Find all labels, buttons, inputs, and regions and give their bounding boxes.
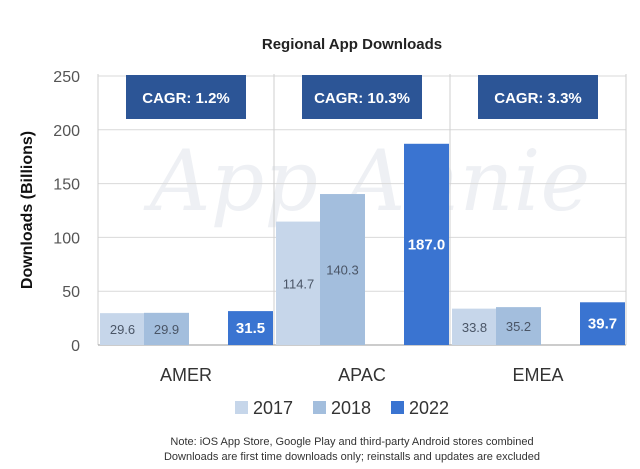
bar-emea-2018	[496, 307, 541, 345]
y-tick-label: 250	[53, 69, 80, 86]
bar-amer-2018	[144, 312, 189, 345]
bar-apac-2022	[404, 143, 449, 345]
data-label-emea-2022: 39.7	[588, 316, 617, 333]
legend-label-2022: 2022	[409, 398, 449, 418]
y-tick-label: 50	[62, 284, 80, 301]
data-label-apac-2018: 140.3	[326, 263, 359, 278]
data-label-apac-2022: 187.0	[408, 236, 446, 253]
legend: 2017 2018 2022	[235, 398, 449, 418]
data-label-emea-2017: 33.8	[462, 320, 487, 335]
watermark: App Annie	[143, 132, 590, 230]
legend-swatch-2017	[235, 401, 248, 414]
cagr-label: CAGR: 1.2%	[142, 90, 230, 107]
note-line-2: Downloads are first time downloads only;…	[164, 451, 540, 463]
cagr-label: CAGR: 3.3%	[494, 90, 582, 107]
cagr-layer: CAGR: 1.2% CAGR: 10.3% CAGR: 3.3%	[126, 75, 598, 119]
y-tick-label: 200	[53, 123, 80, 140]
y-tick-label: 150	[53, 177, 80, 194]
bar-apac-2018	[320, 194, 365, 345]
bar-amer-2017	[100, 313, 145, 345]
bar-amer-2022	[228, 311, 273, 345]
legend-label-2017: 2017	[253, 398, 293, 418]
data-label-apac-2017: 114.7	[283, 276, 315, 291]
legend-label-2018: 2018	[331, 398, 371, 418]
data-label-amer-2022: 31.5	[236, 320, 265, 337]
labels-layer: 29.6 29.9 31.5 AMER 114.7 140.3 187.0 APAC 33.8 3…	[110, 236, 617, 385]
bar-apac-2017	[276, 221, 321, 345]
x-tick-label-emea: EMEA	[512, 365, 563, 385]
y-tick-label: 100	[53, 230, 80, 247]
data-label-amer-2017: 29.6	[110, 322, 135, 337]
cagr-box	[478, 75, 598, 119]
note-line-1: Note: iOS App Store, Google Play and thi…	[170, 436, 533, 448]
chart-title: Regional App Downloads	[262, 36, 442, 53]
x-tick-label-apac: APAC	[338, 365, 386, 385]
data-label-amer-2018: 29.9	[154, 322, 179, 337]
cagr-label: CAGR: 10.3%	[314, 90, 410, 107]
legend-swatch-2022	[391, 401, 404, 414]
cagr-box	[126, 75, 246, 119]
x-tick-label-amer: AMER	[160, 365, 212, 385]
bars-layer	[100, 143, 625, 345]
bar-emea-2017	[452, 308, 497, 345]
bar-emea-2022	[580, 302, 625, 345]
cagr-box	[302, 75, 422, 119]
y-tick-label: 0	[71, 338, 80, 355]
data-label-emea-2018: 35.2	[506, 319, 531, 334]
legend-swatch-2018	[313, 401, 326, 414]
y-axis-label: Downloads (Billions)	[19, 131, 36, 289]
